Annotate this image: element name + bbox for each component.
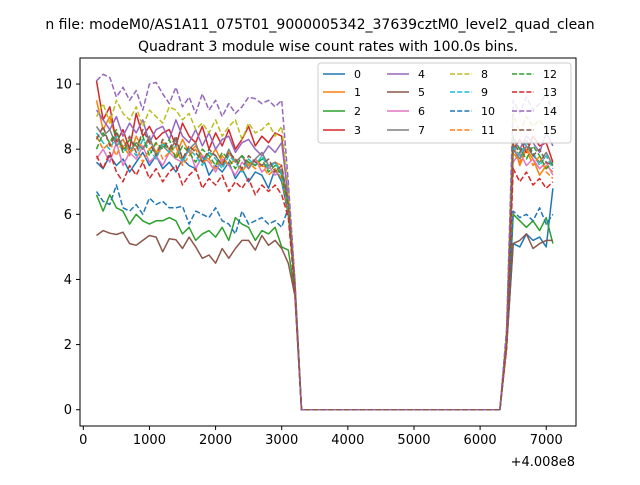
series-line-7 xyxy=(95,125,554,411)
series-line-12 xyxy=(95,128,554,411)
legend-label-0: 0 xyxy=(354,68,361,81)
legend-label-8: 8 xyxy=(481,68,488,81)
x-tick-label: 1000 xyxy=(133,433,166,448)
legend-box xyxy=(317,62,572,144)
chart-title: Quadrant 3 module wise count rates with … xyxy=(138,39,518,55)
x-tick-label: 5000 xyxy=(397,433,430,448)
plot-layer xyxy=(95,73,554,411)
legend-label-9: 9 xyxy=(481,86,488,99)
x-tick-label: 4000 xyxy=(331,433,364,448)
figure-suptitle: n file: modeM0/AS1A11_075T01_9000005342_… xyxy=(45,17,594,33)
axes-frame xyxy=(79,57,577,427)
series-line-10 xyxy=(95,184,554,411)
legend-label-14: 14 xyxy=(543,105,557,118)
legend-label-15: 15 xyxy=(543,124,557,137)
series-line-11 xyxy=(95,135,554,411)
y-tick-label: 4 xyxy=(64,273,72,288)
series-line-15 xyxy=(95,125,554,411)
series-line-13 xyxy=(95,151,554,411)
x-axis-offset-label: +4.008e8 xyxy=(511,455,575,470)
legend-label-11: 11 xyxy=(481,124,495,137)
x-tick-label: 3000 xyxy=(265,433,298,448)
legend-label-12: 12 xyxy=(543,68,557,81)
legend-label-7: 7 xyxy=(418,124,425,137)
y-tick-label: 0 xyxy=(64,403,72,418)
series-line-6 xyxy=(95,141,554,411)
legend-label-3: 3 xyxy=(354,124,361,137)
legend-label-1: 1 xyxy=(354,86,361,99)
legend-label-4: 4 xyxy=(418,68,425,81)
ticks-layer: 0 1000 2000 3000 4000 5000 6000 7000 0 2 4 6 8 10 xyxy=(55,78,562,448)
legend-label-5: 5 xyxy=(418,86,425,99)
series-line-5 xyxy=(96,229,553,411)
series-line-9 xyxy=(95,132,554,411)
y-tick-label: 10 xyxy=(55,78,72,93)
x-tick-label: 7000 xyxy=(530,433,563,448)
x-tick-label: 0 xyxy=(79,433,87,448)
legend-label-10: 10 xyxy=(481,105,495,118)
series-line-0 xyxy=(95,151,554,411)
series-line-2 xyxy=(95,194,554,411)
legend-label-2: 2 xyxy=(354,105,361,118)
legend-label-6: 6 xyxy=(418,105,425,118)
y-tick-label: 8 xyxy=(64,143,72,158)
legend-label-13: 13 xyxy=(543,86,557,99)
x-tick-label: 2000 xyxy=(199,433,232,448)
y-tick-label: 2 xyxy=(64,338,72,353)
y-tick-label: 6 xyxy=(64,208,72,223)
series-line-4 xyxy=(95,109,554,411)
x-tick-label: 6000 xyxy=(464,433,497,448)
